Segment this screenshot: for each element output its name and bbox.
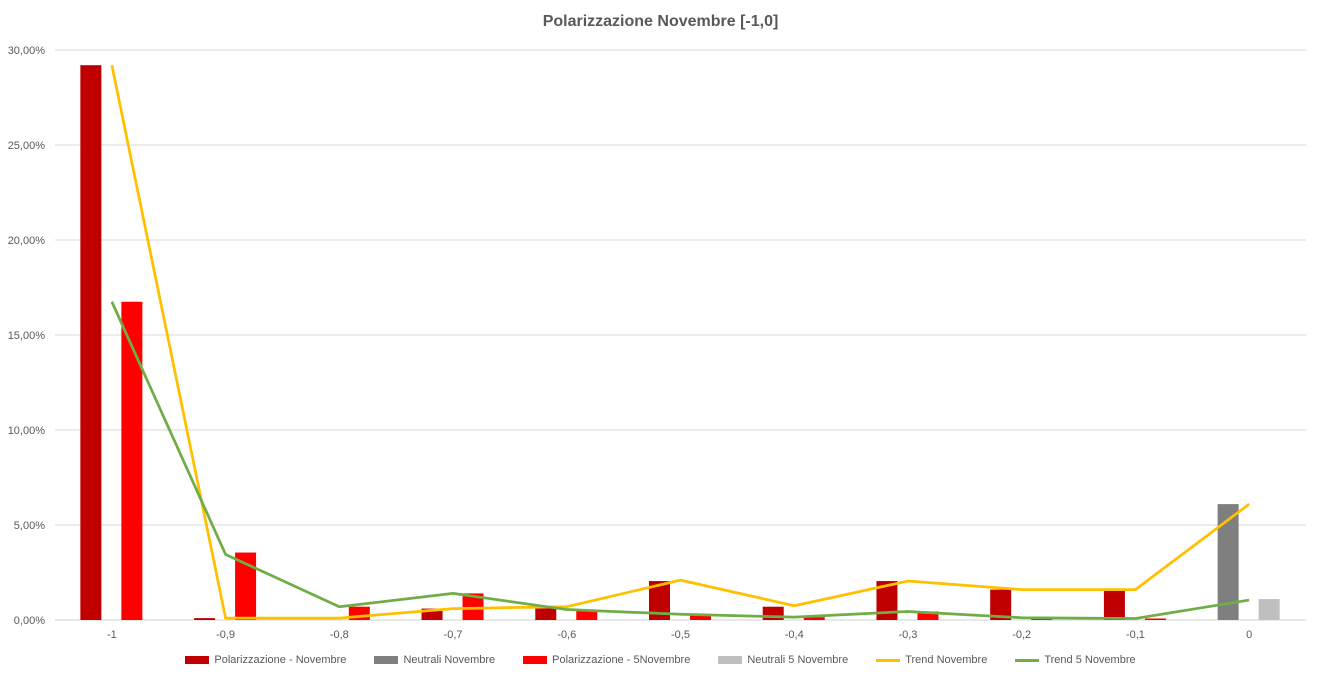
x-tick-label: -0,9	[216, 629, 235, 641]
bar	[876, 581, 898, 620]
legend-swatch	[876, 658, 901, 662]
legend-item: Neutrali Novembre	[374, 654, 495, 666]
y-tick-label: 25,00%	[8, 140, 46, 152]
bar	[535, 606, 557, 620]
y-tick-label: 10,00%	[8, 425, 46, 437]
legend-label: Trend 5 Novembre	[1044, 654, 1136, 666]
x-tick-label: -0,7	[444, 629, 463, 641]
bar	[462, 593, 484, 620]
bar	[690, 615, 711, 620]
legend-swatch	[523, 656, 548, 664]
bar	[194, 618, 216, 620]
x-tick-label: -1	[107, 629, 117, 641]
legend-label: Neutrali Novembre	[403, 654, 496, 666]
legend: Polarizzazione - Novembre Neutrali Novemb…	[0, 654, 1321, 666]
legend-item: Polarizzazione - 5Novembre	[523, 654, 690, 666]
chart-title: Polarizzazione Novembre [-1,0]	[542, 13, 779, 30]
legend-swatch	[718, 656, 743, 664]
bar	[803, 617, 825, 620]
bar	[1217, 504, 1239, 620]
bar	[990, 589, 1012, 620]
y-tick-label: 5,00%	[14, 520, 45, 532]
x-tick-label: -0,3	[898, 629, 917, 641]
x-tick-label: -0,4	[785, 629, 804, 641]
trend-line	[110, 301, 1250, 620]
x-tick-label: -0,8	[330, 629, 349, 641]
y-tick-label: 0,00%	[14, 615, 45, 627]
bar	[235, 552, 257, 620]
y-tick-label: 30,00%	[8, 45, 46, 57]
legend-swatch	[374, 656, 399, 664]
plot-area: 0,00% 5,00% 10,00% 15,00% 20,00% 25,00% 30,00%…	[8, 45, 1306, 641]
bar	[917, 611, 939, 620]
bar	[1103, 590, 1125, 620]
bar	[576, 610, 598, 620]
bar	[421, 608, 443, 620]
legend-item: Neutrali 5 Novembre	[718, 654, 848, 666]
bar	[121, 301, 143, 620]
legend-item: Trend 5 Novembre	[1015, 654, 1136, 666]
x-tick-label: -0,1	[1126, 629, 1145, 641]
y-tick-label: 20,00%	[8, 235, 46, 247]
legend-swatch	[1015, 658, 1040, 662]
legend-item: Trend Novembre	[876, 654, 987, 666]
legend-label: Polarizzazione - 5Novembre	[552, 654, 691, 666]
x-tick-label: -0,5	[671, 629, 690, 641]
trend-line	[110, 64, 1250, 620]
x-tick-label: 0	[1246, 629, 1252, 641]
x-tick-label: -0,6	[557, 629, 576, 641]
legend-label: Trend Novembre	[905, 654, 988, 666]
bar	[649, 581, 670, 620]
bar	[1258, 599, 1280, 620]
bar	[80, 65, 102, 620]
legend-item: Polarizzazione - Novembre	[185, 654, 346, 666]
bar	[1144, 618, 1166, 620]
legend-label: Polarizzazione - Novembre	[214, 654, 347, 666]
legend-label: Neutrali 5 Novembre	[747, 654, 849, 666]
legend-swatch	[185, 656, 210, 664]
x-tick-label: -0,2	[1012, 629, 1031, 641]
y-tick-label: 15,00%	[8, 330, 46, 342]
